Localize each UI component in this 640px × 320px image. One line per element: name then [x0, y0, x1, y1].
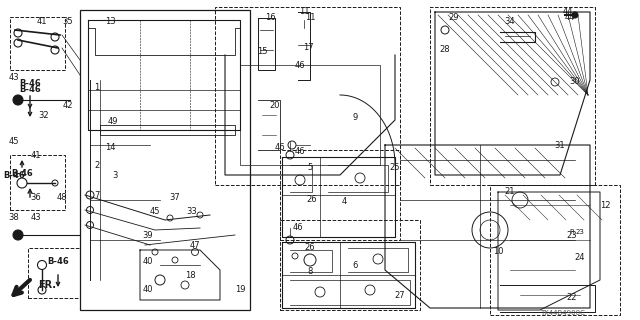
Text: 12: 12 [600, 201, 611, 210]
Text: 10: 10 [493, 247, 503, 257]
Text: B-46: B-46 [19, 78, 41, 87]
Text: 39: 39 [143, 230, 154, 239]
Text: 26: 26 [307, 196, 317, 204]
Circle shape [572, 12, 578, 18]
Text: 29: 29 [449, 12, 460, 21]
Text: 42: 42 [63, 100, 73, 109]
Text: 43: 43 [31, 213, 42, 222]
Text: R: R [570, 229, 574, 235]
Text: 30: 30 [570, 77, 580, 86]
Text: 23: 23 [566, 230, 577, 239]
Text: 40: 40 [143, 285, 153, 294]
Text: 14: 14 [105, 143, 115, 153]
Text: 47: 47 [189, 241, 200, 250]
Text: 41: 41 [31, 150, 41, 159]
Text: 22: 22 [567, 293, 577, 302]
Text: 45: 45 [9, 138, 19, 147]
Text: 46: 46 [275, 143, 285, 153]
Text: 46: 46 [294, 60, 305, 69]
Text: 48: 48 [57, 194, 67, 203]
Text: FR.: FR. [38, 280, 56, 290]
Bar [490, 185, 620, 315]
Text: 44: 44 [564, 12, 575, 21]
Text: 5: 5 [307, 164, 312, 172]
Text: B-46: B-46 [47, 258, 69, 267]
Text: 21: 21 [505, 188, 515, 196]
Bar [28, 248, 80, 298]
Text: 38: 38 [8, 213, 19, 222]
Bar [10, 17, 65, 70]
Text: 7: 7 [94, 190, 100, 199]
Bar [80, 10, 250, 310]
Text: 25: 25 [390, 164, 400, 172]
Text: 8: 8 [307, 268, 313, 276]
Text: 28: 28 [440, 45, 451, 54]
Text: TK44B4900C: TK44B4900C [540, 310, 585, 316]
Text: 20: 20 [269, 100, 280, 109]
Text: 31: 31 [555, 140, 565, 149]
Text: 2: 2 [94, 161, 100, 170]
Text: 36: 36 [31, 194, 42, 203]
Text: 32: 32 [38, 110, 49, 119]
Text: 24: 24 [575, 253, 585, 262]
Text: 33: 33 [187, 207, 197, 217]
Text: 18: 18 [185, 270, 195, 279]
Bar [280, 220, 420, 310]
Text: B-46: B-46 [11, 169, 33, 178]
Text: 44: 44 [563, 7, 573, 17]
Circle shape [13, 230, 23, 240]
Text: 15: 15 [257, 47, 268, 57]
Text: 41: 41 [36, 18, 47, 27]
Text: 34: 34 [505, 18, 515, 27]
Circle shape [13, 95, 23, 105]
Text: 6: 6 [352, 260, 358, 269]
Text: 40: 40 [143, 258, 153, 267]
Text: 49: 49 [108, 117, 118, 126]
Text: 43: 43 [9, 73, 19, 82]
Text: 46: 46 [292, 223, 303, 233]
Text: B-46: B-46 [3, 171, 25, 180]
Text: 16: 16 [265, 12, 275, 21]
Text: 9: 9 [353, 114, 358, 123]
Bar [10, 155, 65, 210]
Text: 45: 45 [150, 207, 160, 217]
Text: 46: 46 [294, 148, 305, 156]
Text: 11: 11 [305, 12, 316, 21]
Text: 11: 11 [299, 7, 309, 17]
Bar [430, 7, 595, 185]
Text: 4: 4 [341, 197, 347, 206]
Text: 27: 27 [395, 291, 405, 300]
Text: 17: 17 [303, 43, 314, 52]
Text: 19: 19 [235, 285, 245, 294]
Bar [280, 150, 400, 240]
Text: 3: 3 [112, 171, 118, 180]
Text: 23: 23 [575, 229, 584, 235]
Text: 13: 13 [105, 18, 115, 27]
Text: 35: 35 [63, 18, 74, 27]
Text: 37: 37 [170, 194, 180, 203]
Text: 1: 1 [94, 84, 100, 92]
Text: B-46: B-46 [19, 85, 41, 94]
Bar [215, 7, 400, 185]
Text: 26: 26 [305, 244, 316, 252]
